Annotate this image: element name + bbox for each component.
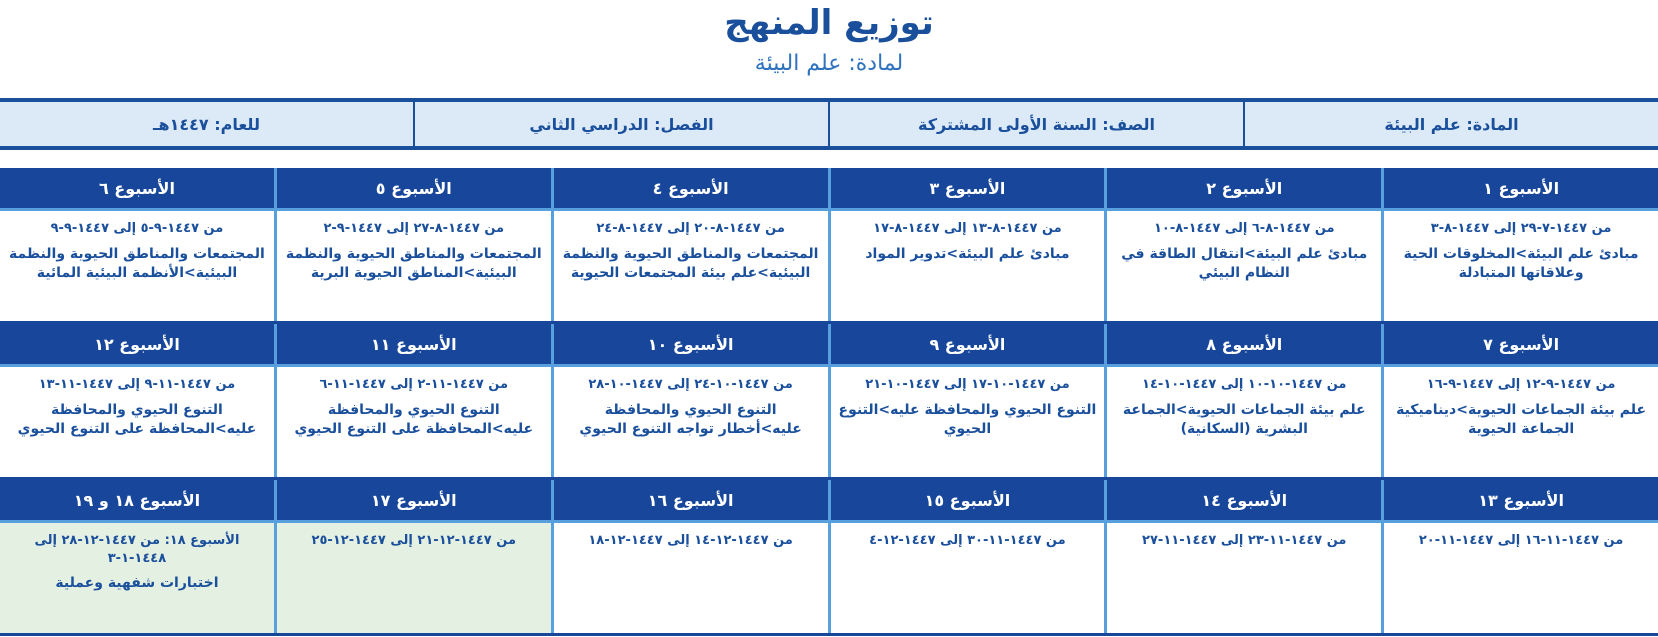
week-content-cell: من ١٤٤٧-١٠-٢٤ إلى ١٤٤٧-١٠-٢٨ التنوع الحي… [550, 367, 828, 478]
week-content-cell: الأسبوع ١٨: من ١٤٤٧-١٢-٢٨ إلى ١٤٤٨-١-٣ ا… [0, 523, 274, 634]
week-content-cell: من ١٤٤٧-١٠-١٠ إلى ١٤٤٧-١٠-١٤ علم بيئة ال… [1104, 367, 1381, 478]
week-header-cell: الأسبوع ٣ [827, 168, 1105, 209]
info-cell-subject: المادة: علم البيئة [1243, 102, 1658, 147]
week-header-row: الأسبوع ٧ الأسبوع ٨ الأسبوع ٩ الأسبوع ١٠… [0, 324, 1658, 368]
week-content-cell: من ١٤٤٧-٨-٢٠ إلى ١٤٤٧-٨-٢٤ المجتمعات وال… [550, 211, 828, 322]
week-band: الأسبوع ١ الأسبوع ٢ الأسبوع ٣ الأسبوع ٤ … [0, 168, 1658, 325]
week-content-cell: من ١٤٤٧-٧-٢٩ إلى ١٤٤٧-٨-٣ مبادئ علم البي… [1381, 211, 1658, 322]
weeks-table: الأسبوع ١ الأسبوع ٢ الأسبوع ٣ الأسبوع ٤ … [0, 168, 1658, 637]
week-header-cell: الأسبوع ١٥ [827, 480, 1105, 521]
week-date-range: من ١٤٤٧-٧-٢٩ إلى ١٤٤٧-٨-٣ [1430, 221, 1612, 237]
week-topic: المجتمعات والمناطق الحيوية والنظمة البيئ… [9, 245, 265, 282]
week-date-range: من ١٤٤٧-١٠-١٠ إلى ١٤٤٧-١٠-١٤ [1142, 377, 1347, 393]
week-date-range: من ١٤٤٧-١٢-١٤ إلى ١٤٤٧-١٢-١٨ [588, 533, 793, 549]
week-date-range: من ١٤٤٧-٨-٦ إلى ١٤٤٧-٨-١٠ [1153, 221, 1335, 237]
week-header-cell: الأسبوع ١٦ [550, 480, 828, 521]
week-date-range: الأسبوع ١٨: من ١٤٤٧-١٢-٢٨ إلى ١٤٤٨-١-٣ [34, 533, 240, 566]
page-title: توزيع المنهج [724, 3, 934, 43]
week-header-cell: الأسبوع ٨ [1104, 324, 1381, 365]
week-header-cell: الأسبوع ١٤ [1104, 480, 1381, 521]
week-content-cell: من ١٤٤٧-٨-٦ إلى ١٤٤٧-٨-١٠ مبادئ علم البي… [1104, 211, 1381, 322]
info-cell-grade: الصف: السنة الأولى المشتركة [828, 102, 1243, 147]
week-content-cell: من ١٤٤٧-١١-٢٣ إلى ١٤٤٧-١١-٢٧ [1104, 523, 1381, 634]
info-cell-term: الفصل: الدراسي الثاني [413, 102, 828, 147]
title-block: توزيع المنهج لمادة: علم البيئة [0, 0, 1658, 76]
week-topic: التنوع الحيوي والمحافظة عليه>أخطار تواجه… [579, 401, 802, 438]
week-content-cell: من ١٤٤٧-١١-٢ إلى ١٤٤٧-١١-٦ التنوع الحيوي… [273, 367, 551, 478]
week-date-range: من ١٤٤٧-١١-٩ إلى ١٤٤٧-١١-١٣ [38, 377, 236, 393]
week-topic: مبادئ علم البيئة>انتقال الطاقة في النظام… [1121, 245, 1368, 282]
week-header-cell: الأسبوع ١٨ و ١٩ [73, 490, 201, 510]
week-topic: اختبارات شفهية وعملية [55, 575, 219, 592]
week-content-cell: من ١٤٤٧-١٢-٢١ إلى ١٤٤٧-١٢-٢٥ [273, 523, 551, 634]
week-header-row: الأسبوع ١٣ الأسبوع ١٤ الأسبوع ١٥ الأسبوع… [0, 480, 1658, 524]
week-content-row: من ١٤٤٧-٩-١٢ إلى ١٤٤٧-٩-١٦ علم بيئة الجم… [0, 367, 1658, 481]
week-header-cell: الأسبوع ١٧ [273, 480, 551, 521]
week-date-range: من ١٤٤٧-١١-٢ إلى ١٤٤٧-١١-٦ [319, 377, 509, 393]
week-content-cell: من ١٤٤٧-٩-٥ إلى ١٤٤٧-٩-٩ المجتمعات والمن… [0, 211, 274, 321]
week-topic: التنوع الحيوي والمحافظة عليه>المحافظة عل… [294, 401, 534, 438]
week-content-row: من ١٤٤٧-٧-٢٩ إلى ١٤٤٧-٨-٣ مبادئ علم البي… [0, 211, 1658, 325]
week-date-range: من ١٤٤٧-١١-٣٠ إلى ١٤٤٧-١٢-٤ [869, 533, 1066, 549]
week-date-range: من ١٤٤٧-١٠-٢٤ إلى ١٤٤٧-١٠-٢٨ [588, 377, 793, 393]
week-date-range: من ١٤٤٧-١٢-٢١ إلى ١٤٤٧-١٢-٢٥ [311, 533, 516, 549]
week-content-cell: من ١٤٤٧-٨-١٣ إلى ١٤٤٧-٨-١٧ مبادئ علم الب… [827, 211, 1105, 322]
week-date-range: من ١٤٤٧-١١-١٦ إلى ١٤٤٧-١١-٢٠ [1418, 533, 1624, 549]
week-band: الأسبوع ٧ الأسبوع ٨ الأسبوع ٩ الأسبوع ١٠… [0, 324, 1658, 481]
week-content-cell: من ١٤٤٧-١١-٩ إلى ١٤٤٧-١١-١٣ التنوع الحيو… [0, 367, 274, 477]
week-date-range: من ١٤٤٧-٨-٢٠ إلى ١٤٤٧-٨-٢٤ [596, 221, 785, 237]
week-content-cell: من ١٤٤٧-٩-١٢ إلى ١٤٤٧-٩-١٦ علم بيئة الجم… [1381, 367, 1658, 478]
week-band: الأسبوع ١٣ الأسبوع ١٤ الأسبوع ١٥ الأسبوع… [0, 480, 1658, 637]
week-date-range: من ١٤٤٧-٨-١٣ إلى ١٤٤٧-٨-١٧ [873, 221, 1062, 237]
week-date-range: من ١٤٤٧-١١-٢٣ إلى ١٤٤٧-١١-٢٧ [1142, 533, 1347, 549]
week-header-cell: الأسبوع ٦ [98, 178, 175, 198]
page-subtitle: لمادة: علم البيئة [754, 51, 904, 77]
week-topic: مبادئ علم البيئة>تدوير المواد [865, 245, 1070, 262]
week-topic: التنوع الحيوي والمحافظة عليه>المحافظة عل… [17, 401, 257, 438]
week-topic: المجتمعات والمناطق الحيوية والنظمة البيئ… [562, 245, 819, 282]
week-header-cell: الأسبوع ٥ [273, 168, 551, 209]
week-date-range: من ١٤٤٧-٩-١٢ إلى ١٤٤٧-٩-١٦ [1426, 377, 1616, 393]
week-header-cell: الأسبوع ٤ [550, 168, 828, 209]
week-content-cell: من ١٤٤٧-١١-١٦ إلى ١٤٤٧-١١-٢٠ [1381, 523, 1658, 634]
week-header-cell: الأسبوع ٧ [1381, 324, 1658, 365]
week-date-range: من ١٤٤٧-١٠-١٧ إلى ١٤٤٧-١٠-٢١ [865, 377, 1070, 393]
week-header-cell: الأسبوع ٢ [1104, 168, 1381, 209]
week-header-row: الأسبوع ١ الأسبوع ٢ الأسبوع ٣ الأسبوع ٤ … [0, 168, 1658, 212]
week-content-cell: من ١٤٤٧-٨-٢٧ إلى ١٤٤٧-٩-٢ المجتمعات والم… [273, 211, 551, 322]
week-header-cell: الأسبوع ١١ [273, 324, 551, 365]
course-info-bar: المادة: علم البيئة الصف: السنة الأولى ال… [0, 98, 1658, 151]
week-topic: المجتمعات والمناطق الحيوية والنظمة البيئ… [285, 245, 542, 282]
week-topic: مبادئ علم البيئة>المخلوقات الحية وعلاقات… [1403, 245, 1639, 282]
week-header-cell: الأسبوع ١٠ [550, 324, 828, 365]
week-topic: التنوع الحيوي والمحافظة عليه>التنوع الحي… [838, 401, 1097, 438]
info-cell-year: للعام: ١٤٤٧هـ [153, 114, 260, 134]
week-header-cell: الأسبوع ١ [1381, 168, 1658, 209]
week-content-row: من ١٤٤٧-١١-١٦ إلى ١٤٤٧-١١-٢٠ من ١٤٤٧-١١-… [0, 523, 1658, 637]
week-topic: علم بيئة الجماعات الحيوية>الجماعة البشري… [1122, 401, 1366, 438]
week-date-range: من ١٤٤٧-٩-٥ إلى ١٤٤٧-٩-٩ [50, 221, 224, 237]
week-header-cell: الأسبوع ١٢ [94, 334, 180, 354]
week-content-cell: من ١٤٤٧-١٢-١٤ إلى ١٤٤٧-١٢-١٨ [550, 523, 828, 634]
week-topic: علم بيئة الجماعات الحيوية>ديناميكية الجم… [1396, 401, 1647, 438]
week-date-range: من ١٤٤٧-٨-٢٧ إلى ١٤٤٧-٩-٢ [323, 221, 505, 237]
week-header-cell: الأسبوع ١٣ [1381, 480, 1658, 521]
week-content-cell: من ١٤٤٧-١١-٣٠ إلى ١٤٤٧-١٢-٤ [827, 523, 1105, 634]
week-content-cell: من ١٤٤٧-١٠-١٧ إلى ١٤٤٧-١٠-٢١ التنوع الحي… [827, 367, 1105, 478]
week-header-cell: الأسبوع ٩ [827, 324, 1105, 365]
